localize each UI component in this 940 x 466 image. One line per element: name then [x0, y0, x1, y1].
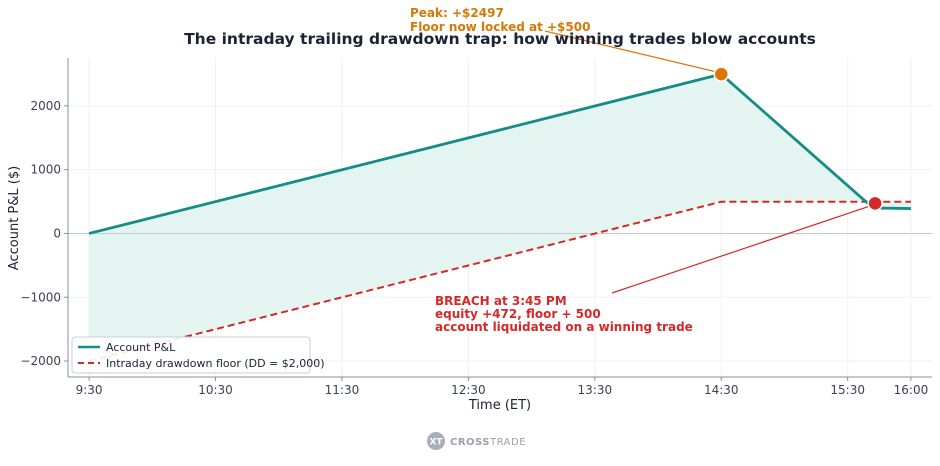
legend-label-floor: Intraday drawdown floor (DD = $2,000): [106, 357, 325, 370]
drawdown-floor-line: [88, 200, 911, 363]
peak-marker: [713, 66, 730, 82]
pnl-area-fill: [89, 74, 911, 362]
account-pnl-line: [88, 72, 911, 235]
x-tick-label-6: 15:30: [830, 383, 865, 397]
y-axis-label: Account P&L ($): [7, 166, 22, 270]
y-tick-label-1: 1000: [30, 163, 61, 177]
y-tick-label-2: 0: [53, 226, 61, 240]
x-tick-label-5: 14:30: [704, 383, 739, 397]
x-tick-label-3: 12:30: [451, 383, 486, 397]
peak-annotation-line-2: Floor now locked at +$500: [410, 20, 590, 34]
breach-annotation-line-2: equity +472, floor + 500: [435, 307, 601, 321]
markers: [713, 66, 883, 212]
axes: [67, 58, 932, 378]
brand-logo-monogram: XT: [429, 438, 443, 448]
breach-annotation: BREACH at 3:45 PM equity +472, floor + 5…: [435, 294, 693, 334]
brand-name-light: TRADE: [489, 437, 526, 448]
x-tick-label-4: 13:30: [578, 383, 613, 397]
peak-leader-line: [544, 30, 718, 73]
x-tick-label-0: 9:30: [76, 383, 103, 397]
tick-labels: 9:30 10:30 11:30 12:30 13:30 14:30 15:30 16:00 2…: [20, 99, 928, 397]
y-tick-label-0: 2000: [30, 99, 61, 113]
legend-box: [71, 336, 311, 374]
x-tick-label-2: 11:30: [325, 383, 360, 397]
breach-annotation-line-3: account liquidated on a winning trade: [435, 320, 693, 334]
chart-title: The intraday trailing drawdown trap: how…: [184, 30, 816, 48]
brand-logo-icon: [427, 432, 445, 450]
breach-leader-line: [611, 205, 870, 294]
legend-label-pnl: Account P&L: [106, 341, 176, 354]
x-tick-label-1: 10:30: [198, 383, 233, 397]
breach-annotation-line-1: BREACH at 3:45 PM: [435, 294, 567, 308]
brand-name-bold: CROSS: [450, 437, 490, 448]
legend: Account P&L Intraday drawdown floor (DD …: [71, 336, 325, 374]
breach-marker: [867, 195, 883, 212]
brand-name: CROSSTRADE: [450, 437, 526, 448]
brand-logo: XT CROSSTRADE: [427, 432, 526, 450]
peak-annotation-line-1: Peak: +$2497: [410, 6, 504, 20]
peak-annotation: Peak: +$2497 Floor now locked at +$500: [410, 6, 590, 34]
y-tick-label-3: −1000: [20, 290, 61, 304]
x-tick-label-7: 16:00: [894, 383, 929, 397]
y-tick-label-4: −2000: [20, 354, 61, 368]
annotation-leaders: [544, 30, 870, 294]
x-axis-label: Time (ET): [468, 398, 531, 413]
